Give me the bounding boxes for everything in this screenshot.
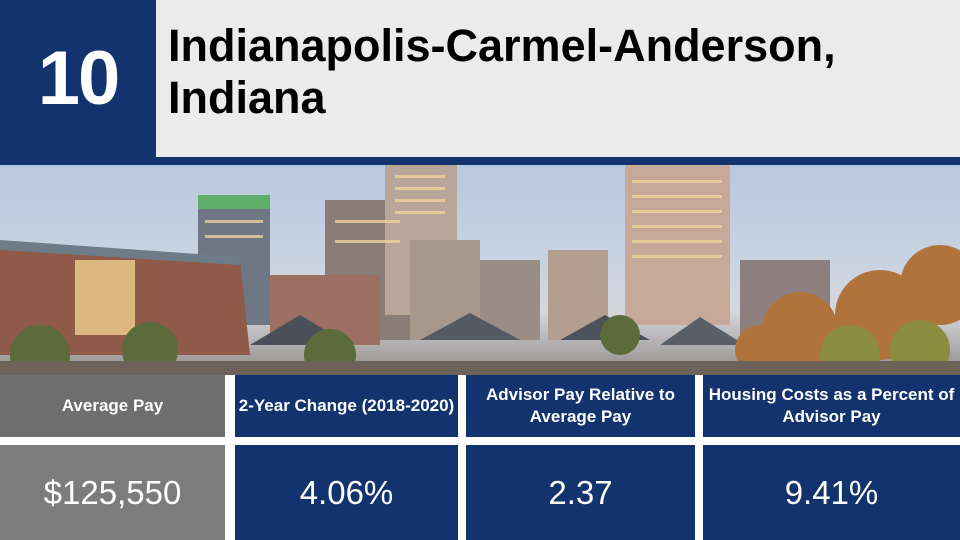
rank-number: 10 bbox=[37, 36, 121, 121]
stat-value-average-pay: $125,550 bbox=[0, 445, 225, 540]
stat-header-two-year-change: 2-Year Change (2018-2020) bbox=[235, 375, 458, 437]
stat-value-two-year-change: 4.06% bbox=[235, 445, 458, 540]
stat-header-average-pay: Average Pay bbox=[0, 375, 225, 437]
stat-header-housing-costs: Housing Costs as a Percent of Advisor Pa… bbox=[703, 375, 960, 437]
title-panel: Indianapolis-Carmel-Anderson, Indiana bbox=[156, 0, 960, 157]
rank-badge: 10 bbox=[0, 0, 156, 157]
stat-value-housing-costs: 9.41% bbox=[703, 445, 960, 540]
page-title: Indianapolis-Carmel-Anderson, Indiana bbox=[168, 20, 836, 123]
stat-value-advisor-pay-relative: 2.37 bbox=[466, 445, 695, 540]
stat-header-advisor-pay-relative: Advisor Pay Relative to Average Pay bbox=[466, 375, 695, 437]
divider bbox=[0, 157, 960, 165]
skyline-photo bbox=[0, 165, 960, 375]
skyline-illustration bbox=[0, 165, 960, 375]
